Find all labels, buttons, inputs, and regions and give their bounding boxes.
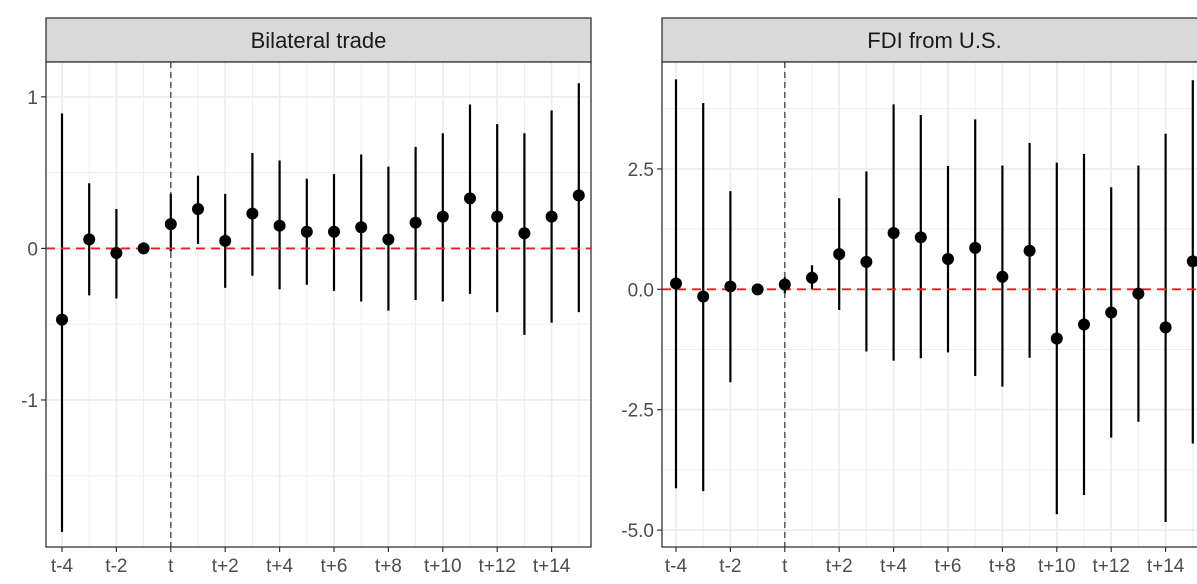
point-estimate [273,219,286,232]
x-tick-label: t [168,556,174,577]
point-estimate [1186,255,1197,268]
point-estimate [914,231,927,244]
point-estimate [355,221,368,234]
plot-background [662,62,1197,547]
point-estimate [697,290,710,303]
point-estimate [1159,321,1172,334]
x-tick-label: t-4 [665,556,688,577]
panel-bilateral-trade: Bilateral trade 1 0 -1 t-4 t-2 t t+2 t+4 t+6 t+8 t… [21,17,592,577]
point-estimate [382,233,395,246]
y-tick-label: 1 [27,88,38,109]
point-estimate [1132,287,1145,300]
y-tick-label: -2.5 [621,401,654,422]
y-tick-label: -5.0 [621,521,654,542]
point-estimate [860,255,873,268]
point-estimate [110,246,123,259]
strip-background [45,17,592,63]
point-estimate [219,234,232,247]
point-estimate [942,252,954,265]
point-estimate [833,248,846,261]
point-estimate [545,210,558,223]
point-estimate [778,278,791,291]
x-tick-label: t+8 [375,556,402,577]
point-estimate [806,271,818,284]
point-estimate [518,227,531,240]
x-tick-label: t+6 [321,556,348,577]
x-tick-label: t+6 [935,556,962,577]
point-estimate [300,225,313,238]
point-estimate [670,277,682,290]
x-tick-label: t+2 [826,556,853,577]
point-estimate [1050,332,1063,345]
x-tick-label: t-2 [105,556,127,577]
point-estimate [572,189,585,202]
point-estimate [83,233,96,246]
point-estimate [56,313,68,326]
panel-fdi-from-us: FDI from U.S. 2.5 0.0 -2.5 -5.0 t-4 t-2 t t+2 t+… [621,17,1197,577]
y-tick-label: 2.5 [628,160,654,181]
point-estimate [164,218,177,231]
point-estimate [192,203,204,216]
x-tick-label: t+12 [478,556,516,577]
x-tick-label: t [782,556,788,577]
point-estimate [887,226,900,239]
plot-border [661,61,1197,548]
y-tick-label: 0 [27,239,38,260]
point-estimate [1105,306,1118,319]
x-tick-label: t+2 [212,556,239,577]
point-estimate [1078,318,1090,331]
point-estimate [464,192,476,205]
point-estimate [137,242,150,255]
x-tick-label: t+12 [1092,556,1130,577]
y-tick-label: 0.0 [628,280,654,301]
data-marks [662,79,1197,522]
x-tick-label: t-4 [51,556,74,577]
x-tick-label: t+4 [266,556,293,577]
point-estimate [491,210,504,223]
x-tick-label: t+8 [989,556,1016,577]
point-estimate [246,207,259,220]
x-tick-label: t+10 [1038,556,1076,577]
x-tick-label: t+10 [424,556,462,577]
x-tick-label: t+14 [1147,556,1185,577]
point-estimate [1023,244,1036,257]
axis-ticks: 1 0 -1 t-4 t-2 t t+2 t+4 t+6 t+8 t+10 t+12 t+14 [21,88,571,577]
point-estimate [969,241,982,254]
y-tick-label: -1 [21,391,38,412]
point-estimate [409,216,422,229]
data-marks [46,83,591,532]
panel-title: FDI from U.S. [867,28,1001,53]
point-estimate [996,270,1009,283]
point-estimate [724,280,737,293]
x-tick-label: t+4 [880,556,907,577]
strip-background [661,17,1197,63]
plot-background [46,62,591,547]
axis-ticks: 2.5 0.0 -2.5 -5.0 t-4 t-2 t t+2 t+4 t+6 t+8 t+10 t+1… [621,160,1185,577]
x-tick-label: t+14 [533,556,571,577]
point-estimate [328,225,340,238]
point-estimate [436,210,449,223]
point-estimate [751,283,764,296]
panel-title: Bilateral trade [251,28,387,53]
x-tick-label: t-2 [719,556,741,577]
plot-border [45,61,592,548]
